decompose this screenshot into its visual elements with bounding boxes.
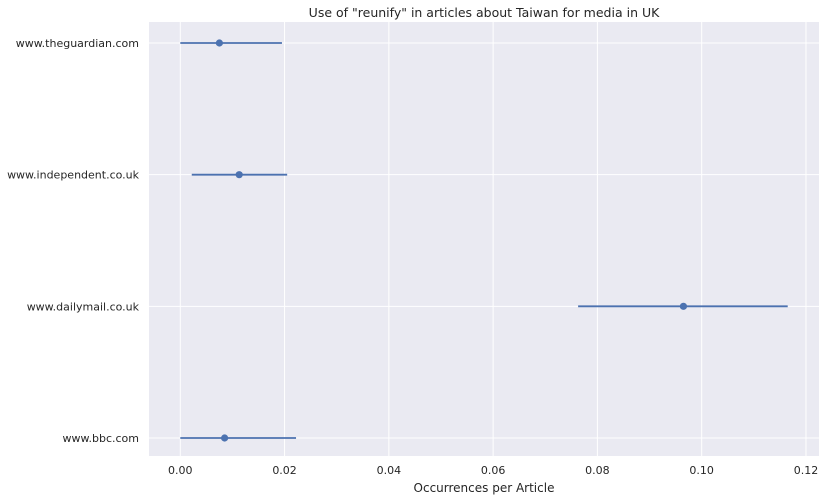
x-tick-label: 0.12 xyxy=(794,464,819,477)
data-point xyxy=(679,302,688,310)
y-tick-label: www.dailymail.co.uk xyxy=(27,300,140,313)
data-marks xyxy=(180,39,788,442)
x-tick-label: 0.00 xyxy=(168,464,193,477)
data-point xyxy=(235,171,243,179)
x-tick-label: 0.06 xyxy=(481,464,506,477)
plot-area xyxy=(149,22,819,456)
x-axis-tick-labels: 0.00 0.02 0.04 0.06 0.08 0.10 0.12 xyxy=(168,464,818,477)
x-tick-label: 0.10 xyxy=(689,464,714,477)
x-tick-label: 0.04 xyxy=(377,464,402,477)
x-axis-label: Occurrences per Article xyxy=(414,481,555,495)
x-tick-label: 0.08 xyxy=(585,464,610,477)
x-tick-label: 0.02 xyxy=(272,464,297,477)
y-axis-tick-labels: www.theguardian.com www.independent.co.uk… xyxy=(7,37,140,445)
data-point xyxy=(221,434,229,442)
y-tick-label: www.independent.co.uk xyxy=(7,169,140,182)
data-point xyxy=(215,39,223,47)
chart-title: Use of "reunify" in articles about Taiwa… xyxy=(309,5,660,20)
y-tick-label: www.theguardian.com xyxy=(16,37,139,50)
y-tick-label: www.bbc.com xyxy=(63,432,139,445)
